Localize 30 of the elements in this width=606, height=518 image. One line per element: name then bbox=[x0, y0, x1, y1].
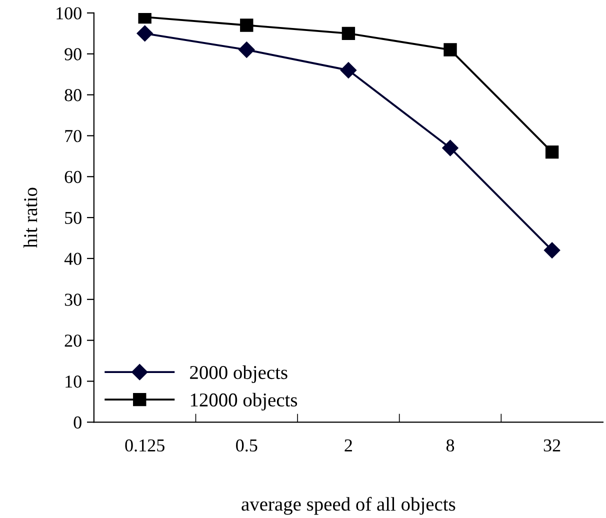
y-tick-label: 60 bbox=[64, 170, 82, 184]
point bbox=[238, 42, 255, 58]
y-tick-label: 0 bbox=[74, 416, 82, 429]
point bbox=[136, 25, 153, 42]
y-tick-label: 80 bbox=[64, 89, 82, 102]
y-tick-label: 30 bbox=[64, 294, 82, 306]
legend-label: 12000 objects bbox=[190, 392, 298, 411]
point bbox=[545, 145, 559, 159]
x-tick-label: 0.125 bbox=[125, 439, 164, 452]
point bbox=[342, 26, 356, 40]
x-tick-label: 8 bbox=[446, 439, 454, 452]
point bbox=[444, 43, 457, 56]
x-tick-label: 2 bbox=[344, 439, 352, 452]
y-tick-label: 100 bbox=[56, 7, 82, 20]
y-axis-title: hit ratio bbox=[24, 188, 38, 248]
point bbox=[138, 12, 152, 24]
y-tick-label: 20 bbox=[64, 334, 82, 347]
point bbox=[442, 140, 458, 156]
x-axis-title: average speed of all objects bbox=[242, 496, 456, 515]
y-tick-label: 40 bbox=[64, 252, 82, 265]
x-tick-label: 32 bbox=[544, 439, 560, 452]
x-tick-label: 0.5 bbox=[236, 439, 258, 452]
y-tick-label: 90 bbox=[64, 48, 82, 60]
point bbox=[544, 242, 560, 258]
y-tick-label: 10 bbox=[66, 376, 82, 388]
legend-label: 2000 objects bbox=[190, 365, 288, 384]
point bbox=[340, 62, 356, 78]
point bbox=[240, 18, 254, 32]
y-tick-label: 50 bbox=[65, 212, 82, 224]
y-tick-label: 70 bbox=[65, 130, 82, 142]
